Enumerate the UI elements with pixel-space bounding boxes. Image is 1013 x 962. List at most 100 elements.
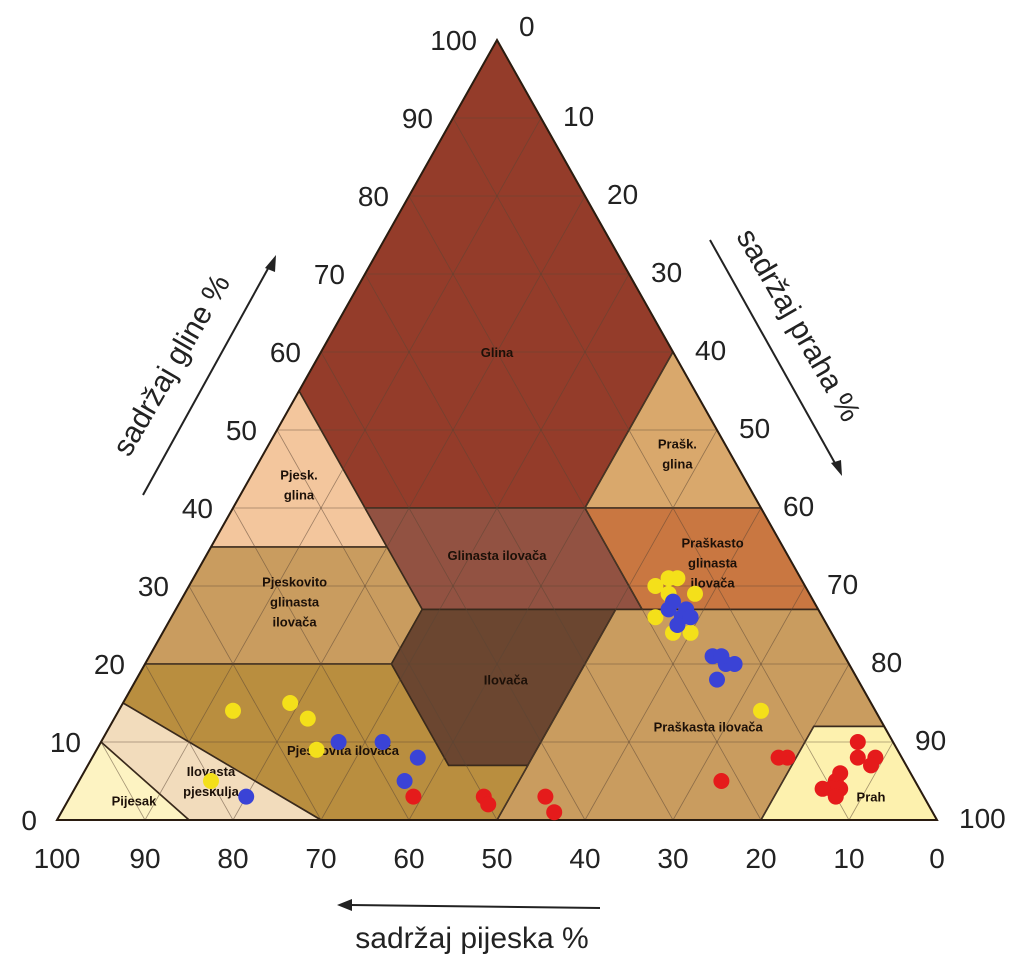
silt-axis-arrow <box>709 239 837 466</box>
data-point-series-2-17 <box>770 749 787 766</box>
grid-line-sand-60 <box>232 507 410 821</box>
region-label-pjesk-glina-0: Pjesk. <box>280 468 318 483</box>
region-label-pjesk-glina-1: glina <box>284 488 315 503</box>
data-point-series-2-3 <box>537 788 554 805</box>
data-point-series-2-4 <box>546 804 563 821</box>
region-label-prask-glina-1: glina <box>662 456 693 471</box>
silt-tick-8: 80 <box>871 647 902 678</box>
clay-tick-1: 10 <box>50 727 81 758</box>
region-label-prask-glina-0: Prašk. <box>658 436 697 451</box>
sand-axis-arrow <box>349 904 601 909</box>
silt-tick-5: 50 <box>739 413 770 444</box>
silt-tick-6: 60 <box>783 491 814 522</box>
triangle-border <box>55 37 939 821</box>
sand-tick-9: 10 <box>833 843 864 874</box>
silt-tick-9: 90 <box>915 725 946 756</box>
data-point-series-0-14 <box>647 609 664 626</box>
data-point-series-1-10 <box>682 609 699 626</box>
data-point-series-0-0 <box>225 702 241 719</box>
clay-tick-8: 80 <box>358 181 389 212</box>
clay-tick-2: 20 <box>94 649 125 680</box>
grid-lines <box>100 117 894 821</box>
region-label-praskasto-glinasta-ilovaca-0: Praškasto <box>682 536 744 551</box>
region-label-pijesak-0: Pijesak <box>112 794 158 809</box>
grid-line-silt-50 <box>496 429 718 821</box>
grid-line-silt-80 <box>760 663 850 821</box>
sand-tick-10: 0 <box>929 843 945 874</box>
region-label-praskasto-glinasta-ilovaca-2: ilovača <box>691 576 736 591</box>
data-point-series-0-13 <box>682 624 699 641</box>
grid-line-sand-70 <box>188 585 322 821</box>
sand-tick-5: 50 <box>481 843 512 874</box>
grid-line-silt-60 <box>584 507 762 821</box>
region-label-ilovaca-0: Ilovača <box>484 673 529 688</box>
data-point-series-2-10 <box>814 780 831 797</box>
grid-line-sand-90 <box>100 741 146 821</box>
silt-tick-3: 30 <box>651 257 682 288</box>
sand-tick-1: 90 <box>129 843 160 874</box>
region-label-praskasta-ilovaca-0: Praškasta ilovača <box>654 719 764 734</box>
data-point-series-1-14 <box>709 671 725 688</box>
clay-axis-arrowhead <box>265 255 276 272</box>
silt-axis-arrowhead <box>831 460 842 476</box>
grid-line-silt-10 <box>144 117 542 821</box>
data-point-series-1-4 <box>238 788 255 805</box>
data-point-series-0-4 <box>203 773 219 789</box>
data-point-series-2-0 <box>405 788 422 805</box>
sand-tick-4: 60 <box>393 843 424 874</box>
data-point-series-2-11 <box>827 788 844 805</box>
data-point-series-0-1 <box>282 695 299 711</box>
grid-line-silt-70 <box>672 585 806 821</box>
clay-tick-7: 70 <box>314 259 345 290</box>
silt-tick-1: 10 <box>563 101 594 132</box>
region-label-pjeskovito-glinasta-ilovaca-0: Pjeskovito <box>262 575 327 590</box>
sand-tick-8: 20 <box>745 843 776 874</box>
region-label-ilovasta-pjeskulja-0: Ilovasta <box>187 764 236 779</box>
data-point-series-1-0 <box>330 734 347 750</box>
data-point-series-2-15 <box>849 749 866 766</box>
region-label-glina-0: Glina <box>481 345 514 360</box>
region-label-ilovasta-pjeskulja-1: pjeskulja <box>183 784 239 799</box>
data-point-series-1-2 <box>409 749 426 766</box>
data-point-series-2-12 <box>849 734 866 750</box>
data-point-series-0-3 <box>308 741 325 758</box>
silt-tick-0: 0 <box>519 11 535 42</box>
region-labels: Glina Pjesk. glina Prašk. glina Glinasta ilov… <box>112 345 886 809</box>
triangle-outline <box>55 37 939 821</box>
clay-axis-title: sadržaj gline % <box>107 269 237 462</box>
sand-tick-0: 100 <box>34 843 81 874</box>
region-label-praskasto-glinasta-ilovaca-1: glinasta <box>688 556 738 571</box>
silt-tick-10: 100 <box>959 803 1006 834</box>
sand-tick-3: 70 <box>305 843 336 874</box>
clay-tick-3: 30 <box>138 571 169 602</box>
sand-tick-7: 30 <box>657 843 688 874</box>
data-point-series-2-2 <box>480 796 497 813</box>
grid-line-silt-30 <box>320 273 630 821</box>
clay-tick-4: 40 <box>182 493 213 524</box>
clay-axis-arrow <box>142 264 271 496</box>
grid-line-silt-90 <box>848 741 894 821</box>
data-point-series-2-14 <box>863 757 879 774</box>
region-label-pjeskovito-glinasta-ilovaca-1: glinasta <box>270 595 320 610</box>
data-point-series-1-3 <box>396 773 413 789</box>
sand-tick-6: 40 <box>569 843 600 874</box>
data-point-series-1-8 <box>665 593 681 610</box>
data-point-series-0-5 <box>753 702 769 719</box>
clay-tick-0: 0 <box>21 805 37 836</box>
silt-tick-2: 20 <box>607 179 638 210</box>
sand-axis-arrowhead <box>337 899 352 911</box>
data-point-series-0-10 <box>647 578 664 594</box>
data-point-series-1-1 <box>374 734 391 750</box>
data-points <box>203 570 884 821</box>
data-point-series-2-5 <box>713 773 730 789</box>
data-point-series-0-6 <box>687 585 703 602</box>
sand-axis-title: sadržaj pijeska % <box>355 922 588 955</box>
clay-tick-5: 50 <box>226 415 257 446</box>
grid-line-sand-50 <box>276 429 498 821</box>
grid-line-sand-30 <box>364 273 674 821</box>
clay-tick-6: 60 <box>270 337 301 368</box>
data-point-series-1-12 <box>726 656 743 672</box>
clay-tick-10: 100 <box>430 25 477 56</box>
